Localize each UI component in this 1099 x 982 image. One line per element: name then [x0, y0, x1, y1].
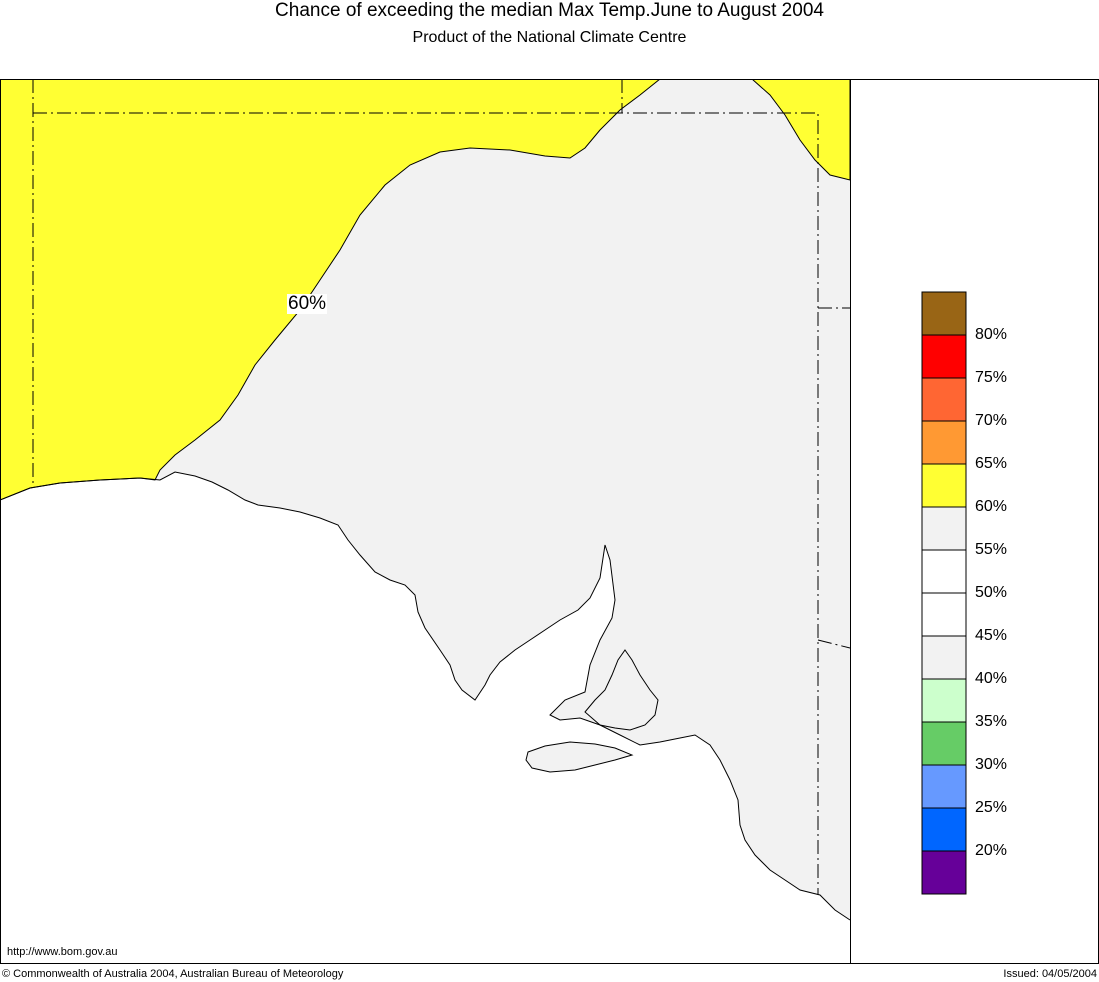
- contour-label-60: 60%: [287, 293, 328, 314]
- legend-label: 20%: [975, 842, 1008, 859]
- legend-swatches: [921, 291, 967, 895]
- legend-swatch: [921, 807, 967, 852]
- copyright-text: © Commonwealth of Australia 2004, Austra…: [2, 968, 344, 980]
- legend-swatch: [921, 764, 967, 809]
- legend-swatch: [921, 334, 967, 379]
- legend-swatch: [921, 678, 967, 723]
- legend-swatch: [921, 635, 967, 680]
- map-title: Chance of exceeding the median Max Temp.…: [275, 0, 824, 21]
- legend-label: 55%: [975, 541, 1008, 558]
- legend-label: 45%: [975, 627, 1008, 644]
- map-subtitle: Product of the National Climate Centre: [412, 29, 687, 46]
- legend-swatch: [921, 291, 967, 336]
- legend-label: 70%: [975, 412, 1008, 429]
- state-border: [32, 79, 851, 895]
- legend-label: 35%: [975, 713, 1008, 730]
- legend-label: 40%: [975, 670, 1008, 687]
- legend-swatch: [921, 463, 967, 508]
- legend-swatch: [921, 506, 967, 551]
- legend-label: 60%: [975, 498, 1008, 515]
- legend-swatch: [921, 592, 967, 637]
- issued-date: Issued: 04/05/2004: [1003, 968, 1097, 980]
- legend-label: 75%: [975, 369, 1008, 386]
- legend-label: 65%: [975, 455, 1008, 472]
- legend-swatch: [921, 420, 967, 465]
- kangaroo-island: [525, 741, 634, 773]
- legend-label: 50%: [975, 584, 1008, 601]
- map-frame: [0, 79, 1099, 964]
- ocean: [0, 472, 850, 964]
- yorke-peninsula: [584, 649, 659, 731]
- legend-label: 25%: [975, 799, 1008, 816]
- bom-url: http://www.bom.gov.au: [7, 946, 118, 958]
- coastline: [0, 471, 851, 921]
- legend-swatch: [921, 721, 967, 766]
- legend-label: 30%: [975, 756, 1008, 773]
- legend-swatch: [921, 377, 967, 422]
- legend-swatch: [921, 850, 967, 895]
- legend-label: 80%: [975, 326, 1008, 343]
- legend-swatch: [921, 549, 967, 594]
- legend-panel-border: [850, 79, 1099, 964]
